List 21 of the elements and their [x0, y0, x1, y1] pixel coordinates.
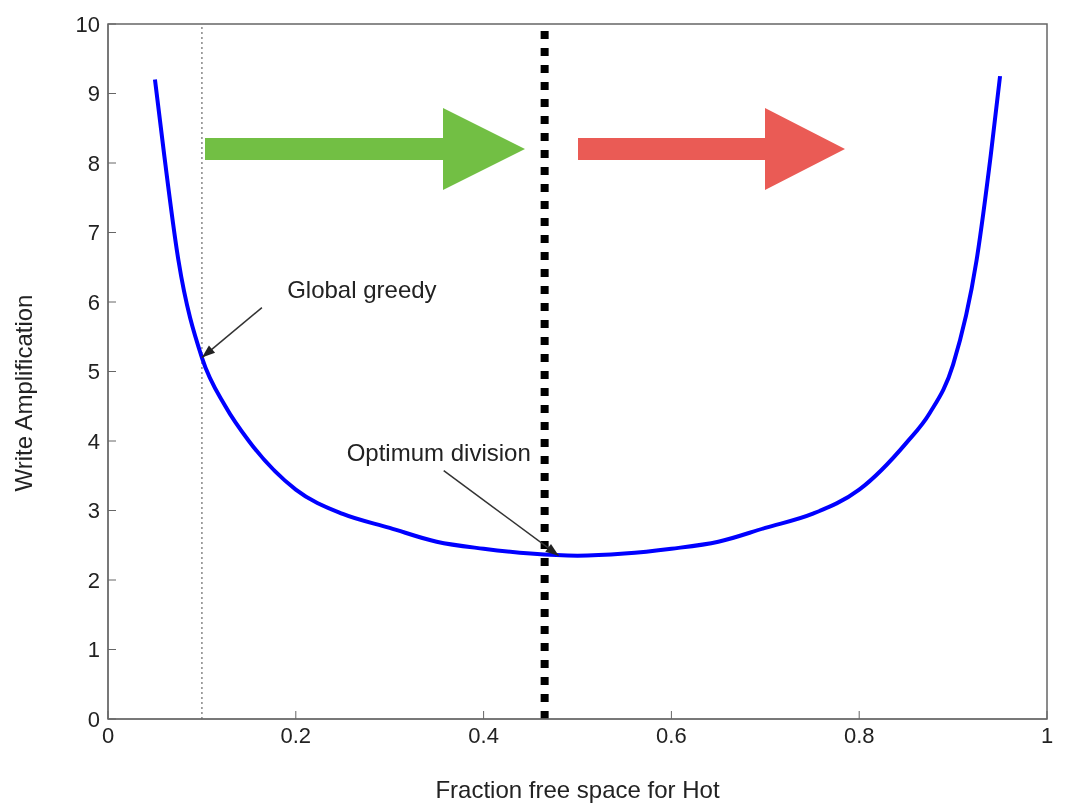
y-tick-label: 4 [87, 428, 100, 454]
y-tick-label: 0 [87, 706, 100, 732]
x-axis-title: Fraction free space for Hot [435, 776, 720, 803]
x-tick-label: 1 [1040, 722, 1054, 748]
y-tick-label: 5 [87, 359, 100, 385]
y-tick-label: 6 [87, 289, 100, 315]
y-tick-label: 10 [75, 11, 100, 37]
x-tick-label: 0.2 [280, 722, 312, 748]
y-tick-label: 9 [87, 81, 100, 107]
y-tick-label: 3 [87, 498, 100, 524]
y-tick-label: 7 [87, 220, 100, 246]
y-axis-title: Write Amplification [9, 294, 37, 492]
x-tick-label: 0.6 [656, 722, 687, 748]
y-tick-label: 1 [87, 637, 100, 663]
x-tick-label: 0.8 [843, 722, 875, 748]
annotation: Global greedy [287, 275, 437, 303]
line-series [152, 74, 1003, 558]
annotation: Optimum division [346, 438, 531, 466]
y-tick-label: 8 [87, 150, 100, 176]
y-tick-label: 2 [87, 567, 100, 593]
x-tick-label: 0.4 [468, 722, 499, 748]
